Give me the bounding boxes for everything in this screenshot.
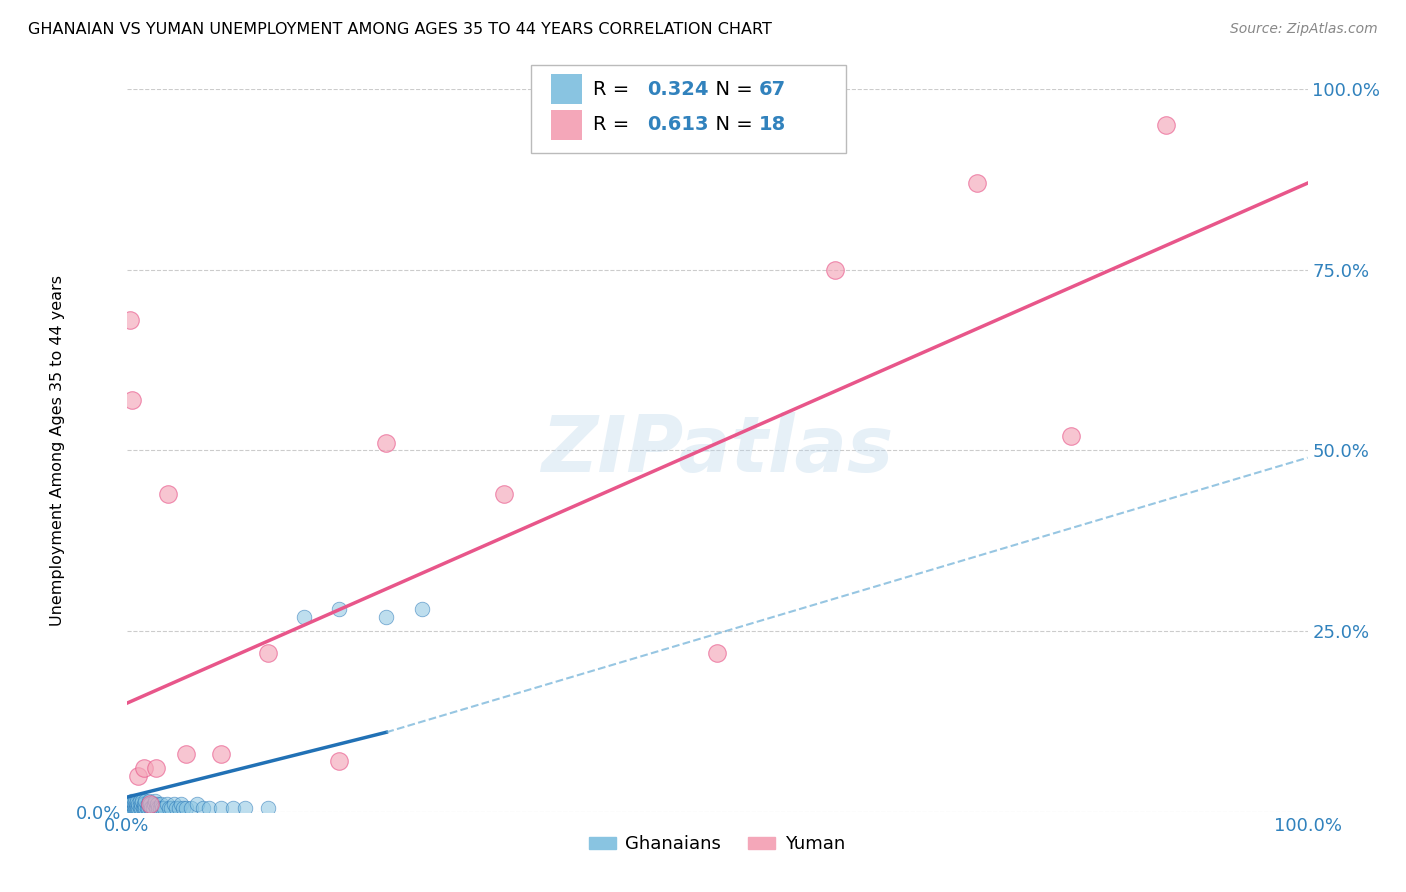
Point xyxy=(134,794,156,808)
Point xyxy=(134,797,156,812)
Point xyxy=(157,801,180,815)
Point xyxy=(134,801,156,815)
Point xyxy=(121,794,143,808)
Y-axis label: Unemployment Among Ages 35 to 44 years: Unemployment Among Ages 35 to 44 years xyxy=(51,275,65,626)
Text: R =: R = xyxy=(593,79,636,99)
Text: 67: 67 xyxy=(759,79,786,99)
Text: N =: N = xyxy=(703,115,759,135)
Point xyxy=(117,801,139,815)
Point xyxy=(142,797,165,812)
Point xyxy=(257,801,280,815)
Point xyxy=(128,794,150,808)
Point xyxy=(375,436,398,450)
Point xyxy=(328,754,350,768)
Point xyxy=(143,794,166,808)
Point xyxy=(139,797,162,812)
Point xyxy=(138,794,160,808)
Legend: Ghanaians, Yuman: Ghanaians, Yuman xyxy=(582,828,852,861)
Point xyxy=(257,646,280,660)
Point xyxy=(134,761,156,775)
Point xyxy=(165,801,187,815)
Point xyxy=(120,797,142,812)
Point xyxy=(1060,429,1083,443)
Point xyxy=(127,794,149,808)
Point xyxy=(141,801,163,815)
Point xyxy=(118,801,141,815)
Point xyxy=(150,801,173,815)
Point xyxy=(129,797,152,812)
Point xyxy=(139,797,162,812)
Point xyxy=(145,761,167,775)
Point xyxy=(172,801,194,815)
Point xyxy=(233,801,256,815)
Point xyxy=(156,487,179,501)
Point xyxy=(209,801,232,815)
Point xyxy=(222,801,245,815)
Point xyxy=(125,797,148,812)
Point xyxy=(174,747,197,761)
Point xyxy=(328,602,350,616)
Point xyxy=(141,801,163,815)
Point xyxy=(124,801,146,815)
Point xyxy=(145,801,167,815)
Point xyxy=(156,797,179,812)
Point xyxy=(160,801,183,815)
Point xyxy=(127,801,149,815)
Point xyxy=(494,487,516,501)
Point xyxy=(163,797,186,812)
Point xyxy=(186,797,208,812)
Point xyxy=(128,801,150,815)
Point xyxy=(706,646,728,660)
Point xyxy=(153,801,176,815)
Point xyxy=(120,801,142,815)
Point xyxy=(122,801,145,815)
Point xyxy=(170,797,193,812)
Point xyxy=(136,797,159,812)
Point xyxy=(824,262,846,277)
Text: N =: N = xyxy=(703,79,759,99)
Point xyxy=(1154,119,1177,133)
Point xyxy=(131,794,153,808)
Point xyxy=(148,801,170,815)
Point xyxy=(136,801,159,815)
Point xyxy=(121,801,143,815)
Point xyxy=(292,609,315,624)
Point xyxy=(125,801,148,815)
Point xyxy=(120,801,142,815)
Text: R =: R = xyxy=(593,115,636,135)
Point xyxy=(121,797,143,812)
Point xyxy=(127,801,149,815)
Point xyxy=(120,797,142,812)
Point xyxy=(966,176,988,190)
Text: ZIPatlas: ZIPatlas xyxy=(541,412,893,489)
Point xyxy=(127,797,149,812)
Point xyxy=(149,801,172,815)
Point xyxy=(180,801,202,815)
Text: 0.613: 0.613 xyxy=(647,115,709,135)
Point xyxy=(134,801,156,815)
Point xyxy=(193,801,215,815)
Point xyxy=(129,801,152,815)
Point xyxy=(375,609,398,624)
Text: 0.324: 0.324 xyxy=(647,79,709,99)
Text: 18: 18 xyxy=(759,115,786,135)
Point xyxy=(121,392,143,407)
Point xyxy=(149,797,172,812)
Point xyxy=(124,794,146,808)
Point xyxy=(146,797,169,812)
Point xyxy=(120,313,142,327)
Text: Source: ZipAtlas.com: Source: ZipAtlas.com xyxy=(1230,22,1378,37)
Point xyxy=(135,801,157,815)
Point xyxy=(411,602,433,616)
Point xyxy=(174,801,197,815)
Point xyxy=(132,801,155,815)
Point xyxy=(122,797,145,812)
Point xyxy=(139,801,162,815)
Point xyxy=(167,801,190,815)
Text: GHANAIAN VS YUMAN UNEMPLOYMENT AMONG AGES 35 TO 44 YEARS CORRELATION CHART: GHANAIAN VS YUMAN UNEMPLOYMENT AMONG AGE… xyxy=(28,22,772,37)
Point xyxy=(198,801,221,815)
Point xyxy=(127,769,149,783)
Point xyxy=(209,747,232,761)
